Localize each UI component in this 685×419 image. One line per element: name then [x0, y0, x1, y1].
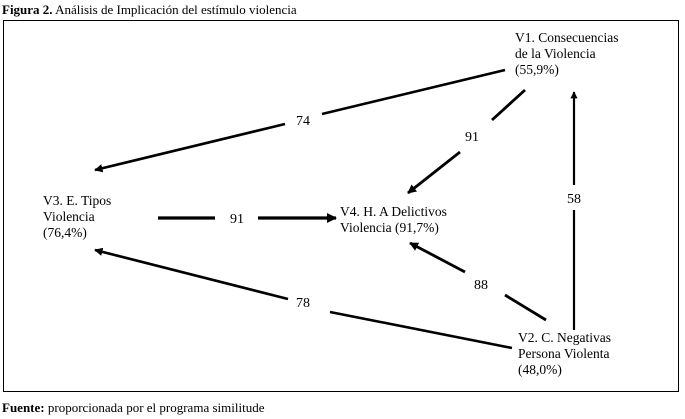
source-note-label: Fuente:: [2, 400, 45, 415]
node-v2-percentage: (48,0%): [518, 362, 562, 377]
node-v1-subtitle: de la Violencia: [515, 46, 596, 61]
node-v4: V4. H. A Delictivos Violencia (91,7%): [340, 204, 447, 236]
edge-v1-v4: 91: [407, 88, 526, 195]
edge-v3-v4: 91: [158, 212, 338, 227]
node-v4-title: V4. H. A Delictivos: [340, 204, 447, 219]
edge-v2-v3-weight: 78: [296, 296, 310, 311]
node-v3: V3. E. Tipos Violencia (76,4%): [43, 193, 111, 241]
node-v2-title: V2. C. Negativas: [518, 330, 611, 345]
figure-caption: Figura 2. Análisis de Implicación del es…: [2, 2, 297, 17]
edge-v1-v4-weight: 91: [465, 130, 479, 145]
diagram-frame: [3, 20, 679, 392]
node-v3-percentage: (76,4%): [43, 225, 87, 240]
figure-caption-text: Análisis de Implicación del estímulo vio…: [55, 2, 297, 17]
node-v3-title: V3. E. Tipos: [43, 193, 112, 208]
figure-caption-label: Figura 2.: [2, 2, 53, 17]
node-v4-percentage: Violencia (91,7%): [340, 220, 439, 235]
node-v1-title: V1. Consecuencias: [515, 30, 619, 45]
node-v1: V1. Consecuencias de la Violencia (55,9%…: [515, 30, 618, 78]
node-v3-subtitle: Violencia: [43, 209, 95, 224]
edge-v2-v4: 88: [409, 241, 547, 322]
node-v1-percentage: (55,9%): [515, 62, 559, 77]
node-v2: V2. C. Negativas Persona Violenta (48,0%…: [518, 330, 611, 378]
edge-v1-v3: 74: [94, 68, 506, 173]
source-note-text: proporcionada por el programa similitude: [47, 400, 265, 415]
edge-v3-v4-weight: 91: [230, 212, 244, 227]
edge-v2-v4-weight: 88: [474, 278, 488, 293]
edge-v1-v3-weight: 74: [296, 114, 310, 129]
edge-v2-v1-weight: 58: [567, 192, 581, 207]
edge-v2-v1: 58: [567, 91, 581, 330]
edge-v2-v3: 78: [94, 247, 513, 350]
source-note: Fuente: proporcionada por el programa si…: [2, 400, 264, 415]
node-v2-subtitle: Persona Violenta: [518, 346, 610, 361]
